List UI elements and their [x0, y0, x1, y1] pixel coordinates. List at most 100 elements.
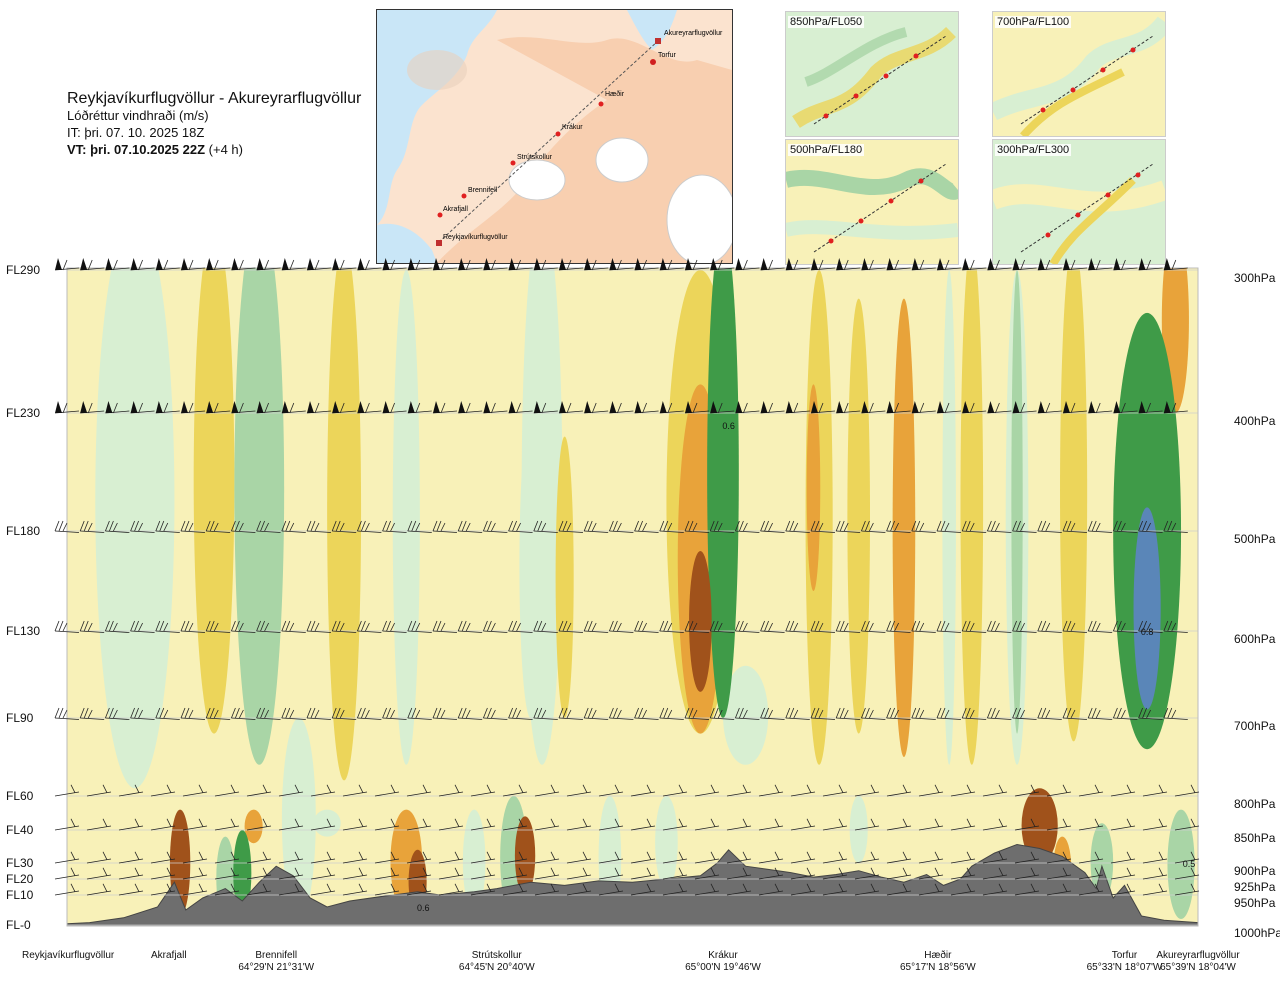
wind-barb [533, 707, 558, 720]
wind-barb [457, 620, 483, 633]
wind-barb [1163, 401, 1188, 414]
chart-subtitle: Lóðréttur vindhraði (m/s) [67, 108, 209, 123]
wind-barb [1037, 707, 1062, 720]
downdraft-cell [847, 298, 871, 734]
wind-barb [822, 784, 848, 797]
wind-barb [310, 784, 336, 797]
wind-barb [206, 401, 231, 414]
wind-barb [105, 620, 130, 633]
wind-barb [1046, 867, 1072, 880]
wind-barb [534, 784, 560, 797]
wind-barb [406, 784, 432, 797]
wind-barb [566, 883, 592, 896]
wind-barb [886, 707, 911, 720]
wind-barb [634, 620, 659, 633]
wind-barb [598, 851, 624, 864]
downdraft-cell [327, 268, 362, 781]
waypoint-name: Akrafjall [151, 950, 187, 961]
wind-barb [231, 401, 256, 414]
svg-text:Torfur: Torfur [658, 52, 677, 59]
map-waypoint-akureyri: Akureyrarflugvöllur [655, 30, 723, 44]
pressure-level-label: 800hPa [1234, 797, 1276, 811]
wind-barb [1138, 401, 1163, 414]
wind-barb [758, 883, 784, 896]
wind-barb [961, 620, 987, 633]
wind-barb [822, 883, 848, 896]
wind-barb [438, 867, 464, 880]
wind-barb [835, 707, 861, 720]
wind-barb [86, 883, 112, 896]
wind-barb [407, 707, 432, 720]
wind-barb [1078, 784, 1104, 797]
wind-barb [54, 401, 80, 414]
wind-barb [659, 520, 684, 533]
wind-barb [407, 520, 432, 533]
wind-barb [911, 258, 936, 271]
wind-barb [911, 707, 936, 720]
wind-barb [182, 867, 208, 880]
wind-barb [457, 520, 483, 533]
wind-barb [182, 883, 208, 896]
wind-barb [694, 867, 720, 880]
map-waypoint-krakur: Krákur [555, 124, 583, 137]
wind-barb [1014, 883, 1040, 896]
wind-barb [726, 851, 752, 864]
wind-barb [438, 851, 464, 864]
waypoint-label: Torfur 65°33'N 18°07'W [1087, 950, 1163, 974]
wind-barb [470, 784, 496, 797]
wind-barb [246, 784, 272, 797]
wind-barb [306, 707, 332, 720]
wind-barb [306, 620, 332, 633]
wind-barb [130, 401, 155, 414]
downdraft-cell [1060, 268, 1088, 742]
wind-barb [694, 851, 720, 864]
wind-barb [150, 818, 176, 831]
wind-barb [861, 258, 886, 271]
wind-barb [357, 401, 382, 414]
pressure-level-label: 1000hPa [1234, 926, 1280, 940]
wind-barb [406, 883, 432, 896]
wind-barb [246, 867, 272, 880]
wind-barb [256, 520, 281, 533]
svg-text:Krákur: Krákur [562, 124, 583, 131]
wind-barb [854, 867, 880, 880]
wind-barb [583, 620, 609, 633]
thumbnail-300hpa[interactable]: 300hPa/FL300 [992, 139, 1166, 265]
wind-barb [684, 258, 710, 271]
wind-barb [281, 401, 306, 414]
wind-barb [342, 883, 368, 896]
waypoint-label: Akureyrarflugvöllur 65°39'N 18°04'W [1156, 950, 1239, 974]
wind-barb [835, 520, 861, 533]
thumbnail-850hpa[interactable]: 850hPa/FL050 [785, 11, 959, 137]
wind-barb [1037, 620, 1062, 633]
wind-barb [458, 258, 483, 271]
wind-barb [534, 818, 560, 831]
wind-barb [457, 707, 483, 720]
value-annotation: 0.8 [1141, 627, 1154, 637]
wind-barb [1110, 818, 1136, 831]
wind-barb [1012, 707, 1037, 720]
updraft-cell [234, 268, 285, 765]
wind-barb [310, 818, 336, 831]
wind-barb [130, 707, 155, 720]
wind-barb [1142, 851, 1168, 864]
wind-barb [1087, 520, 1113, 533]
wind-barb [558, 620, 584, 633]
thumbnail-500hpa[interactable]: 500hPa/FL180 [785, 139, 959, 265]
thumbnail-700hpa[interactable]: 700hPa/FL100 [992, 11, 1166, 137]
wind-barb [1113, 620, 1138, 633]
wind-barb [634, 401, 659, 414]
wind-barb [584, 258, 609, 271]
updraft-cell [313, 809, 341, 837]
thumbnail-label: 850hPa/FL050 [788, 16, 865, 28]
wind-barb [214, 883, 240, 896]
wind-barb [86, 851, 112, 864]
wind-barb [1014, 818, 1040, 831]
wind-barb [836, 401, 861, 414]
wind-barb [231, 707, 256, 720]
wind-barb [1014, 784, 1040, 797]
wind-barb [861, 707, 886, 720]
wind-barb [1078, 867, 1104, 880]
wind-barb [758, 784, 784, 797]
wind-barb [331, 520, 357, 533]
